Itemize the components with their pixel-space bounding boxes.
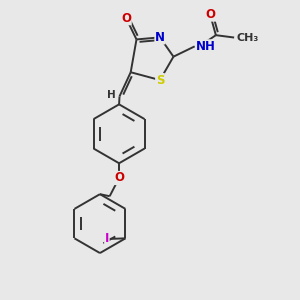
Text: O: O <box>114 172 124 184</box>
Text: S: S <box>156 74 164 87</box>
Text: CH₃: CH₃ <box>236 32 259 43</box>
Text: I: I <box>105 232 109 245</box>
Text: O: O <box>206 8 216 21</box>
Text: H: H <box>107 90 116 100</box>
Text: O: O <box>121 12 131 25</box>
Text: NH: NH <box>196 40 216 53</box>
Text: N: N <box>155 31 165 44</box>
